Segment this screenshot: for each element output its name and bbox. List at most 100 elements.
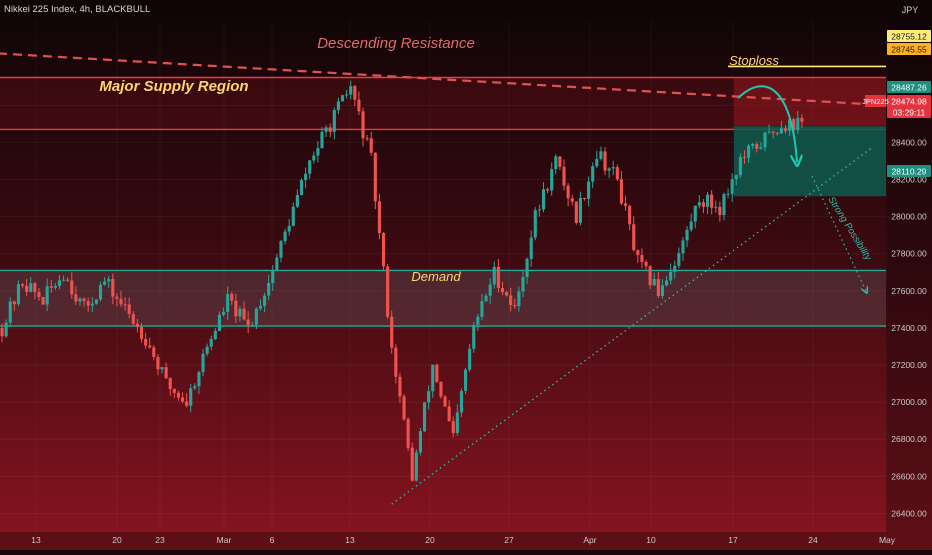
candle-body <box>193 386 197 389</box>
candle-body <box>267 282 271 296</box>
candle-body <box>185 401 189 406</box>
stoploss-label: Stoploss <box>729 53 779 68</box>
candle-body <box>168 378 172 389</box>
currency-label: JPY <box>902 5 919 15</box>
candle-body <box>488 284 492 296</box>
zones <box>0 65 886 327</box>
candle-body <box>779 128 783 134</box>
candle-body <box>263 295 267 306</box>
candle-body <box>328 127 332 132</box>
candle-body <box>353 86 357 100</box>
time-tick-label: 17 <box>728 535 738 545</box>
candle-body <box>505 292 509 296</box>
candle-body <box>431 364 435 392</box>
candle-body <box>480 301 484 317</box>
candle-body <box>517 291 521 307</box>
candle-body <box>771 131 775 133</box>
candle-body <box>558 156 562 167</box>
candle-body <box>660 285 665 296</box>
current-price-tag-bg <box>887 95 931 107</box>
candle-body <box>180 397 185 402</box>
major-supply-label: Major Supply Region <box>99 78 248 95</box>
candle-body <box>94 299 98 304</box>
candle-body <box>156 356 160 370</box>
candle-body <box>714 206 718 208</box>
price-axis-panel[interactable] <box>886 0 932 532</box>
stoploss-upper-tag: 28755.12 <box>891 32 927 42</box>
candle-body <box>271 270 275 283</box>
candle-body <box>751 144 755 146</box>
candle-body <box>648 266 652 286</box>
candle-body <box>365 138 369 140</box>
candle-body <box>792 119 796 130</box>
candle-body <box>103 281 107 285</box>
candles <box>0 80 804 482</box>
candle-body <box>291 206 295 226</box>
candle-body <box>406 419 410 448</box>
candle-body <box>221 311 226 315</box>
candle-body <box>410 447 414 481</box>
candle-body <box>443 396 447 407</box>
candle-body <box>70 280 74 295</box>
candle-body <box>230 293 234 301</box>
price-tick-label: 26400.00 <box>891 508 927 518</box>
candle-body <box>131 313 135 324</box>
price-tick-label: 26600.00 <box>891 471 927 481</box>
candle-body <box>152 347 156 357</box>
candle-body <box>669 271 673 281</box>
candle-body <box>541 189 546 210</box>
candle-body <box>49 286 53 288</box>
candle-body <box>619 179 623 204</box>
candle-body <box>205 346 209 354</box>
candle-body <box>435 364 439 382</box>
stoploss-upper-tag-bg <box>887 30 931 42</box>
candle-body <box>574 201 578 223</box>
time-tick-label: 13 <box>31 535 41 545</box>
candle-body <box>386 266 390 317</box>
candle-body <box>455 412 459 434</box>
candle-body <box>800 117 804 122</box>
candle-body <box>706 194 710 207</box>
supply-zone <box>0 77 886 130</box>
candle-body <box>0 327 4 337</box>
candle-body <box>468 348 472 370</box>
candle-body <box>209 339 213 347</box>
candle-body <box>595 158 599 167</box>
candle-body <box>550 169 554 191</box>
candle-body <box>25 285 29 292</box>
candle-body <box>402 396 406 420</box>
candle-body <box>299 180 304 195</box>
candle-body <box>759 147 763 149</box>
candle-body <box>718 206 722 216</box>
candle-body <box>242 308 246 320</box>
symbol-tag-bg <box>865 95 886 107</box>
candle-body <box>8 301 12 323</box>
candle-body <box>66 279 70 281</box>
candle-body <box>283 231 287 242</box>
candle-body <box>4 322 8 337</box>
candle-body <box>53 286 57 288</box>
candle-body <box>279 241 283 258</box>
candle-body <box>722 194 726 216</box>
candle-body <box>217 314 222 331</box>
time-tick-label: 20 <box>425 535 435 545</box>
candle-body <box>710 194 714 208</box>
time-tick-label: 24 <box>808 535 818 545</box>
candle-body <box>82 298 86 302</box>
candle-body <box>492 266 496 285</box>
candle-body <box>37 292 41 297</box>
time-axis-panel[interactable] <box>0 532 932 550</box>
candle-body <box>21 284 25 286</box>
candle-body <box>599 151 603 159</box>
time-tick-label: Mar <box>217 535 232 545</box>
countdown-tag-bg <box>887 106 931 118</box>
price-tick-label: 27600.00 <box>891 286 927 296</box>
candle-body <box>115 296 119 299</box>
candle-body <box>312 155 316 161</box>
demand-zone <box>0 270 886 327</box>
candle-body <box>414 452 418 481</box>
candle-body <box>377 201 381 234</box>
candle-body <box>677 253 681 266</box>
candle-body <box>295 194 299 207</box>
